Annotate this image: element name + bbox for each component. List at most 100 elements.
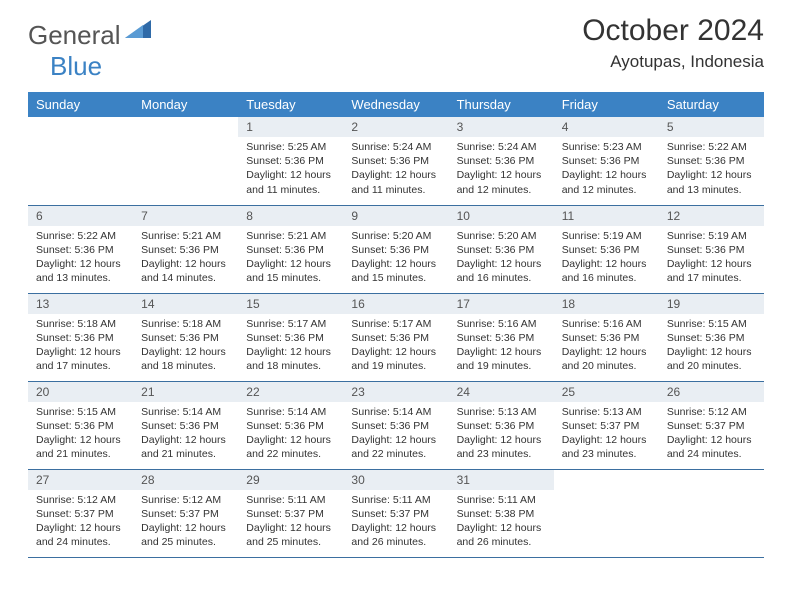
day-number: 19 xyxy=(659,294,764,314)
daylight-text: Daylight: 12 hours and 19 minutes. xyxy=(351,345,444,373)
sunrise-text: Sunrise: 5:21 AM xyxy=(141,229,234,243)
day-body: Sunrise: 5:16 AMSunset: 5:36 PMDaylight:… xyxy=(449,314,554,374)
calendar-day-cell: 27Sunrise: 5:12 AMSunset: 5:37 PMDayligh… xyxy=(28,469,133,557)
weekday-header-row: Sunday Monday Tuesday Wednesday Thursday… xyxy=(28,92,764,117)
day-number: 24 xyxy=(449,382,554,402)
day-number: 15 xyxy=(238,294,343,314)
sunrise-text: Sunrise: 5:14 AM xyxy=(141,405,234,419)
daylight-text: Daylight: 12 hours and 20 minutes. xyxy=(562,345,655,373)
sunset-text: Sunset: 5:36 PM xyxy=(457,154,550,168)
sunset-text: Sunset: 5:36 PM xyxy=(562,331,655,345)
daylight-text: Daylight: 12 hours and 21 minutes. xyxy=(141,433,234,461)
day-number: 30 xyxy=(343,470,448,490)
calendar-day-cell: 29Sunrise: 5:11 AMSunset: 5:37 PMDayligh… xyxy=(238,469,343,557)
day-number: 20 xyxy=(28,382,133,402)
sunset-text: Sunset: 5:36 PM xyxy=(667,243,760,257)
day-number: 17 xyxy=(449,294,554,314)
calendar-day-cell: 22Sunrise: 5:14 AMSunset: 5:36 PMDayligh… xyxy=(238,381,343,469)
day-body: Sunrise: 5:25 AMSunset: 5:36 PMDaylight:… xyxy=(238,137,343,197)
daylight-text: Daylight: 12 hours and 13 minutes. xyxy=(667,168,760,196)
daylight-text: Daylight: 12 hours and 13 minutes. xyxy=(36,257,129,285)
weekday-header: Saturday xyxy=(659,92,764,117)
day-body: Sunrise: 5:24 AMSunset: 5:36 PMDaylight:… xyxy=(449,137,554,197)
sunrise-text: Sunrise: 5:22 AM xyxy=(667,140,760,154)
day-body: Sunrise: 5:18 AMSunset: 5:36 PMDaylight:… xyxy=(28,314,133,374)
daylight-text: Daylight: 12 hours and 15 minutes. xyxy=(246,257,339,285)
sunrise-text: Sunrise: 5:11 AM xyxy=(351,493,444,507)
day-body: Sunrise: 5:22 AMSunset: 5:36 PMDaylight:… xyxy=(659,137,764,197)
day-number: 11 xyxy=(554,206,659,226)
day-number: 21 xyxy=(133,382,238,402)
daylight-text: Daylight: 12 hours and 11 minutes. xyxy=(351,168,444,196)
day-body: Sunrise: 5:11 AMSunset: 5:37 PMDaylight:… xyxy=(238,490,343,550)
day-body: Sunrise: 5:21 AMSunset: 5:36 PMDaylight:… xyxy=(238,226,343,286)
sunset-text: Sunset: 5:36 PM xyxy=(457,243,550,257)
sunset-text: Sunset: 5:37 PM xyxy=(562,419,655,433)
sunset-text: Sunset: 5:36 PM xyxy=(562,243,655,257)
calendar-day-cell: 2Sunrise: 5:24 AMSunset: 5:36 PMDaylight… xyxy=(343,117,448,205)
day-number: 9 xyxy=(343,206,448,226)
calendar-day-cell: 30Sunrise: 5:11 AMSunset: 5:37 PMDayligh… xyxy=(343,469,448,557)
sunrise-text: Sunrise: 5:12 AM xyxy=(141,493,234,507)
sunrise-text: Sunrise: 5:18 AM xyxy=(36,317,129,331)
sunrise-text: Sunrise: 5:17 AM xyxy=(246,317,339,331)
calendar-day-cell: 9Sunrise: 5:20 AMSunset: 5:36 PMDaylight… xyxy=(343,205,448,293)
sunrise-text: Sunrise: 5:21 AM xyxy=(246,229,339,243)
calendar-day-cell: 13Sunrise: 5:18 AMSunset: 5:36 PMDayligh… xyxy=(28,293,133,381)
day-number: 26 xyxy=(659,382,764,402)
sunset-text: Sunset: 5:36 PM xyxy=(246,419,339,433)
sunset-text: Sunset: 5:38 PM xyxy=(457,507,550,521)
sunset-text: Sunset: 5:36 PM xyxy=(141,419,234,433)
daylight-text: Daylight: 12 hours and 16 minutes. xyxy=(457,257,550,285)
calendar-day-cell: 25Sunrise: 5:13 AMSunset: 5:37 PMDayligh… xyxy=(554,381,659,469)
sunset-text: Sunset: 5:36 PM xyxy=(246,243,339,257)
sunset-text: Sunset: 5:37 PM xyxy=(667,419,760,433)
weekday-header: Sunday xyxy=(28,92,133,117)
calendar-day-cell: 19Sunrise: 5:15 AMSunset: 5:36 PMDayligh… xyxy=(659,293,764,381)
sunrise-text: Sunrise: 5:19 AM xyxy=(667,229,760,243)
day-body: Sunrise: 5:11 AMSunset: 5:37 PMDaylight:… xyxy=(343,490,448,550)
sunrise-text: Sunrise: 5:16 AM xyxy=(562,317,655,331)
day-body: Sunrise: 5:14 AMSunset: 5:36 PMDaylight:… xyxy=(238,402,343,462)
daylight-text: Daylight: 12 hours and 11 minutes. xyxy=(246,168,339,196)
calendar-day-cell xyxy=(659,469,764,557)
sunrise-text: Sunrise: 5:16 AM xyxy=(457,317,550,331)
day-number: 16 xyxy=(343,294,448,314)
calendar-day-cell: 4Sunrise: 5:23 AMSunset: 5:36 PMDaylight… xyxy=(554,117,659,205)
day-body: Sunrise: 5:12 AMSunset: 5:37 PMDaylight:… xyxy=(133,490,238,550)
daylight-text: Daylight: 12 hours and 21 minutes. xyxy=(36,433,129,461)
calendar-day-cell: 8Sunrise: 5:21 AMSunset: 5:36 PMDaylight… xyxy=(238,205,343,293)
day-number: 13 xyxy=(28,294,133,314)
calendar-day-cell xyxy=(133,117,238,205)
day-number: 5 xyxy=(659,117,764,137)
sunset-text: Sunset: 5:36 PM xyxy=(457,331,550,345)
sunrise-text: Sunrise: 5:24 AM xyxy=(457,140,550,154)
sunrise-text: Sunrise: 5:15 AM xyxy=(36,405,129,419)
day-number: 31 xyxy=(449,470,554,490)
sunset-text: Sunset: 5:37 PM xyxy=(36,507,129,521)
sunset-text: Sunset: 5:36 PM xyxy=(36,331,129,345)
day-body: Sunrise: 5:21 AMSunset: 5:36 PMDaylight:… xyxy=(133,226,238,286)
sunset-text: Sunset: 5:36 PM xyxy=(246,331,339,345)
sunset-text: Sunset: 5:37 PM xyxy=(246,507,339,521)
sunrise-text: Sunrise: 5:13 AM xyxy=(457,405,550,419)
calendar-day-cell: 23Sunrise: 5:14 AMSunset: 5:36 PMDayligh… xyxy=(343,381,448,469)
sunset-text: Sunset: 5:36 PM xyxy=(141,331,234,345)
day-body: Sunrise: 5:23 AMSunset: 5:36 PMDaylight:… xyxy=(554,137,659,197)
calendar-day-cell xyxy=(28,117,133,205)
sunset-text: Sunset: 5:37 PM xyxy=(351,507,444,521)
daylight-text: Daylight: 12 hours and 22 minutes. xyxy=(351,433,444,461)
daylight-text: Daylight: 12 hours and 22 minutes. xyxy=(246,433,339,461)
sunset-text: Sunset: 5:36 PM xyxy=(351,331,444,345)
calendar-day-cell: 12Sunrise: 5:19 AMSunset: 5:36 PMDayligh… xyxy=(659,205,764,293)
daylight-text: Daylight: 12 hours and 15 minutes. xyxy=(351,257,444,285)
calendar-day-cell: 15Sunrise: 5:17 AMSunset: 5:36 PMDayligh… xyxy=(238,293,343,381)
day-body: Sunrise: 5:19 AMSunset: 5:36 PMDaylight:… xyxy=(659,226,764,286)
sunrise-text: Sunrise: 5:12 AM xyxy=(667,405,760,419)
calendar-table: Sunday Monday Tuesday Wednesday Thursday… xyxy=(28,92,764,558)
sunrise-text: Sunrise: 5:22 AM xyxy=(36,229,129,243)
day-number: 4 xyxy=(554,117,659,137)
day-body: Sunrise: 5:11 AMSunset: 5:38 PMDaylight:… xyxy=(449,490,554,550)
daylight-text: Daylight: 12 hours and 20 minutes. xyxy=(667,345,760,373)
calendar-day-cell: 3Sunrise: 5:24 AMSunset: 5:36 PMDaylight… xyxy=(449,117,554,205)
